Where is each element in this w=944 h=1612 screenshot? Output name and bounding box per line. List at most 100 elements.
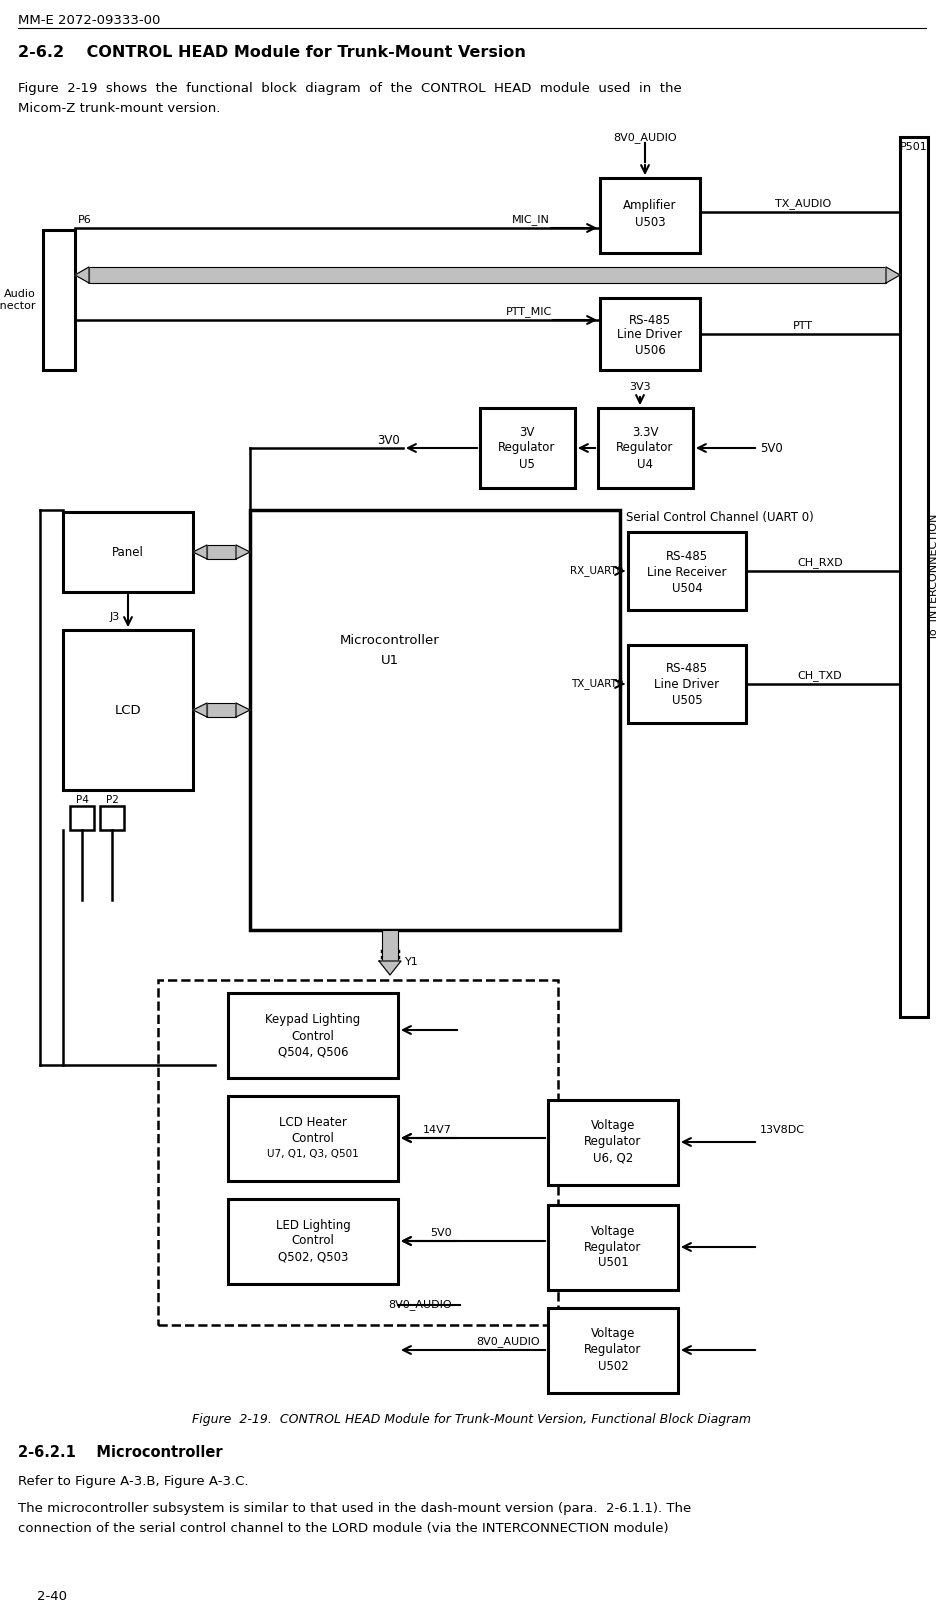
Text: CH_TXD: CH_TXD	[798, 671, 842, 682]
Text: TX_UART0: TX_UART0	[570, 679, 623, 690]
Text: 3V3: 3V3	[630, 382, 650, 392]
Text: Regulator: Regulator	[584, 1135, 642, 1148]
Text: P6: P6	[78, 214, 92, 226]
Text: U502: U502	[598, 1359, 629, 1372]
Text: MM-E 2072-09333-00: MM-E 2072-09333-00	[18, 15, 160, 27]
Text: 14V7: 14V7	[423, 1125, 452, 1135]
Text: Regulator: Regulator	[616, 442, 674, 455]
Text: Panel: Panel	[112, 545, 143, 558]
Text: Control: Control	[292, 1132, 334, 1145]
Bar	[548, 1206, 678, 1290]
Text: 3V: 3V	[519, 426, 534, 438]
Polygon shape	[193, 703, 207, 717]
Text: Serial Control Channel (UART 0): Serial Control Channel (UART 0)	[626, 511, 814, 524]
Text: LCD Heater: LCD Heater	[279, 1116, 347, 1128]
Text: CH_RXD: CH_RXD	[797, 558, 843, 569]
Text: LED Lighting: LED Lighting	[276, 1219, 350, 1232]
Bar	[548, 1099, 678, 1185]
Text: U506: U506	[634, 343, 666, 356]
Text: U1: U1	[381, 653, 399, 666]
Text: 3V0: 3V0	[378, 434, 400, 447]
Bar	[628, 645, 746, 724]
Text: U4: U4	[637, 458, 653, 471]
Text: 8V0_AUDIO: 8V0_AUDIO	[614, 132, 677, 143]
Text: PTT: PTT	[793, 321, 813, 330]
Text: Micom-Z trunk-mount version.: Micom-Z trunk-mount version.	[18, 102, 220, 114]
Text: Line Driver: Line Driver	[654, 679, 719, 692]
Text: J3: J3	[110, 613, 120, 622]
Bar	[207, 703, 236, 717]
Bar	[598, 408, 693, 488]
Text: 2-6.2.1    Microcontroller: 2-6.2.1 Microcontroller	[18, 1444, 223, 1460]
Text: Voltage: Voltage	[591, 1119, 635, 1133]
Bar	[548, 1307, 678, 1393]
Text: Regulator: Regulator	[584, 1241, 642, 1254]
Text: Voltage: Voltage	[591, 1328, 635, 1341]
Text: PTT_MIC: PTT_MIC	[506, 306, 552, 318]
Text: TX_AUDIO: TX_AUDIO	[775, 198, 831, 210]
Text: Microcontroller: Microcontroller	[340, 634, 440, 646]
Text: 5V0: 5V0	[430, 1228, 452, 1238]
Text: Regulator: Regulator	[498, 442, 556, 455]
Bar	[89, 268, 886, 284]
Text: To  INTERCONNECTION: To INTERCONNECTION	[929, 514, 939, 640]
Bar	[228, 1096, 398, 1182]
Text: Keypad Lighting: Keypad Lighting	[265, 1014, 361, 1027]
Text: Control: Control	[292, 1235, 334, 1248]
Text: U5: U5	[519, 458, 535, 471]
Text: Control: Control	[292, 1030, 334, 1043]
Text: Refer to Figure A-3.B, Figure A-3.C.: Refer to Figure A-3.B, Figure A-3.C.	[18, 1475, 248, 1488]
Text: U503: U503	[634, 216, 666, 229]
Bar	[207, 545, 236, 559]
Text: Q504, Q506: Q504, Q506	[278, 1046, 348, 1059]
Text: RX_UART0: RX_UART0	[570, 566, 623, 577]
Bar	[480, 408, 575, 488]
Text: 2-6.2    CONTROL HEAD Module for Trunk-Mount Version: 2-6.2 CONTROL HEAD Module for Trunk-Moun…	[18, 45, 526, 60]
Text: LCD: LCD	[114, 703, 142, 716]
Text: Figure  2-19  shows  the  functional  block  diagram  of  the  CONTROL  HEAD  mo: Figure 2-19 shows the functional block d…	[18, 82, 682, 95]
Text: 2-40: 2-40	[37, 1589, 67, 1602]
Text: U505: U505	[672, 695, 702, 708]
Bar	[158, 980, 558, 1325]
Text: RS-485: RS-485	[666, 550, 708, 563]
Text: Voltage: Voltage	[591, 1225, 635, 1238]
Bar	[600, 177, 700, 253]
Text: Y1: Y1	[405, 958, 419, 967]
Bar	[100, 806, 124, 830]
Bar	[382, 930, 398, 961]
Text: RS-485: RS-485	[629, 313, 671, 327]
Polygon shape	[379, 961, 401, 975]
Text: MIC_IN: MIC_IN	[513, 214, 550, 226]
Bar	[250, 509, 620, 930]
Text: P2: P2	[106, 795, 118, 804]
Text: Line Receiver: Line Receiver	[648, 566, 727, 579]
Text: U504: U504	[671, 582, 702, 595]
Text: connection of the serial control channel to the LORD module (via the INTERCONNEC: connection of the serial control channel…	[18, 1522, 668, 1535]
Text: Line Driver: Line Driver	[617, 329, 683, 342]
Text: 5V0: 5V0	[760, 442, 783, 455]
Text: U6, Q2: U6, Q2	[593, 1151, 633, 1164]
Text: Regulator: Regulator	[584, 1343, 642, 1357]
Text: U501: U501	[598, 1256, 629, 1270]
Polygon shape	[193, 545, 207, 559]
Text: Figure  2-19.  CONTROL HEAD Module for Trunk-Mount Version, Functional Block Dia: Figure 2-19. CONTROL HEAD Module for Tru…	[193, 1414, 751, 1427]
Text: P4: P4	[76, 795, 89, 804]
Bar	[228, 993, 398, 1078]
Bar	[63, 630, 193, 790]
Bar	[63, 513, 193, 592]
Text: The microcontroller subsystem is similar to that used in the dash-mount version : The microcontroller subsystem is similar…	[18, 1502, 691, 1515]
Polygon shape	[236, 545, 250, 559]
Text: U7, Q1, Q3, Q501: U7, Q1, Q3, Q501	[267, 1149, 359, 1159]
Bar	[600, 298, 700, 371]
Polygon shape	[75, 268, 89, 284]
Text: 8V0_AUDIO: 8V0_AUDIO	[477, 1336, 540, 1348]
Bar	[228, 1199, 398, 1285]
Bar	[43, 231, 75, 371]
Text: Q502, Q503: Q502, Q503	[278, 1251, 348, 1264]
Text: RS-485: RS-485	[666, 663, 708, 675]
Bar	[70, 806, 94, 830]
Bar	[628, 532, 746, 609]
Text: P501: P501	[901, 142, 928, 152]
Polygon shape	[236, 703, 250, 717]
Text: Audio
Connector: Audio Connector	[0, 289, 36, 311]
